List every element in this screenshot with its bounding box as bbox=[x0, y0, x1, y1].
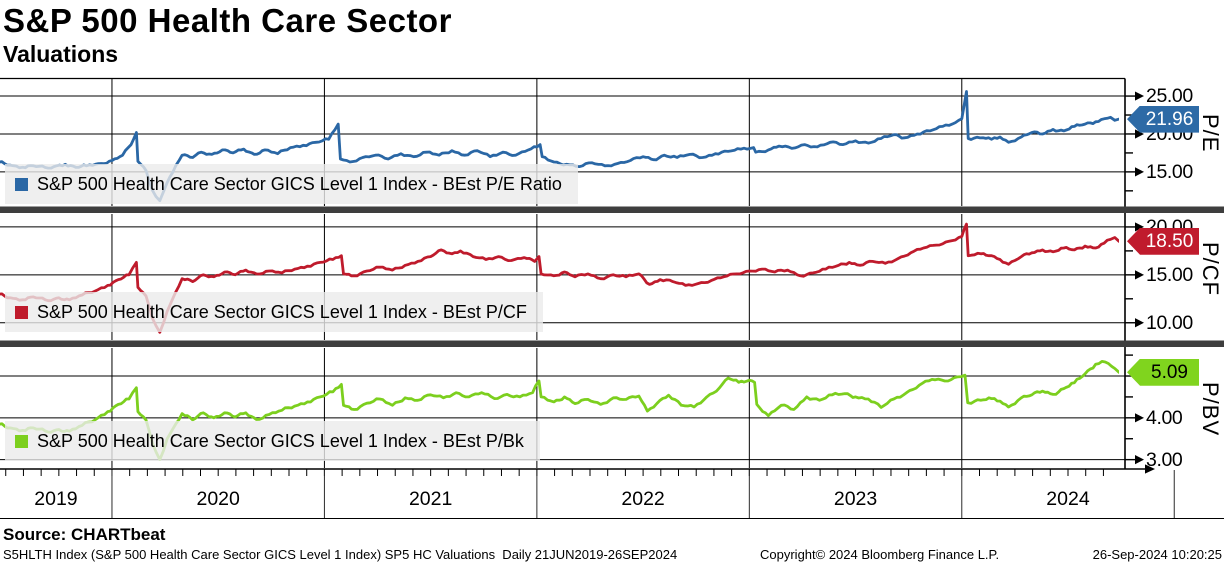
page-subtitle: Valuations bbox=[3, 41, 119, 67]
footer-ticker-info: S5HLTH Index (S&P 500 Health Care Sector… bbox=[3, 547, 678, 562]
page-title: S&P 500 Health Care Sector bbox=[3, 2, 452, 39]
source-line: Source: CHARTbeat bbox=[3, 525, 166, 544]
footer-timestamp: 26-Sep-2024 10:20:25 bbox=[1092, 547, 1222, 562]
footer-copyright: Copyright© 2024 Bloomberg Finance L.P. bbox=[760, 547, 1000, 562]
